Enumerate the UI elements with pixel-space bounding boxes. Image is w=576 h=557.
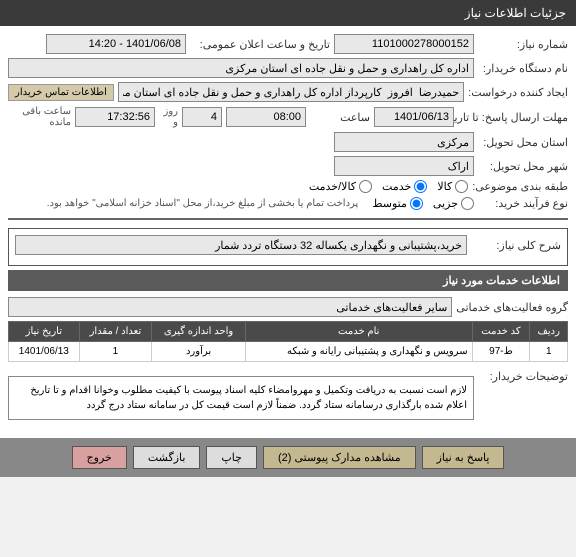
overview-label: شرح کلی نیاز: (471, 239, 561, 252)
exit-button[interactable]: خروج (72, 446, 127, 469)
subject-type-radios: کالا خدمت کالا/خدمت (309, 180, 468, 193)
announce-date-label: تاریخ و ساعت اعلان عمومی: (190, 38, 330, 51)
footer-buttons: پاسخ به نیاز مشاهده مدارک پیوستی (2) چاپ… (0, 438, 576, 477)
city-label: شهر محل تحویل: (478, 160, 568, 173)
province-label: استان محل تحویل: (478, 136, 568, 149)
buyer-org-label: نام دستگاه خریدار: (478, 62, 568, 75)
table-header-row: ردیف کد خدمت نام خدمت واحد اندازه گیری ت… (9, 322, 568, 342)
remaining-label: ساعت باقی مانده (8, 106, 71, 128)
activity-group-input (8, 297, 452, 317)
time-label: ساعت (310, 111, 370, 124)
announce-date-input (46, 34, 186, 54)
services-table: ردیف کد خدمت نام خدمت واحد اندازه گیری ت… (8, 321, 568, 362)
radio-service[interactable]: خدمت (382, 180, 427, 193)
cell-unit: برآورد (152, 342, 246, 362)
th-date: تاریخ نیاز (9, 322, 80, 342)
payment-note: پرداخت تمام یا بخشی از مبلغ خرید،از محل … (47, 198, 359, 209)
days-input (182, 107, 222, 127)
city-input (334, 156, 474, 176)
divider (8, 218, 568, 220)
header-bar: جزئیات اطلاعات نیاز (0, 0, 576, 26)
th-row: ردیف (530, 322, 568, 342)
buyer-org-input (8, 58, 474, 78)
main-form: شماره نیاز: تاریخ و ساعت اعلان عمومی: نا… (0, 26, 576, 438)
attachments-button[interactable]: مشاهده مدارک پیوستی (2) (263, 446, 416, 469)
contact-info-button[interactable]: اطلاعات تماس خریدار (8, 84, 114, 101)
respond-button[interactable]: پاسخ به نیاز (422, 446, 505, 469)
th-qty: تعداد / مقدار (79, 322, 152, 342)
radio-medium[interactable]: متوسط (372, 197, 423, 210)
th-code: کد خدمت (472, 322, 530, 342)
cell-code: ط-97 (472, 342, 530, 362)
print-button[interactable]: چاپ (206, 446, 257, 469)
buyer-notes-label: توضیحات خریدار: (478, 370, 568, 383)
need-number-input (334, 34, 474, 54)
deadline-time-input (226, 107, 306, 127)
radio-small[interactable]: جزیی (433, 197, 474, 210)
subject-type-label: طبقه بندی موضوعی: (472, 180, 568, 193)
deadline-label: مهلت ارسال پاسخ: تا تاریخ: (458, 111, 568, 124)
activity-group-label: گروه فعالیت‌های خدماتی (456, 301, 568, 314)
services-section-title: اطلاعات خدمات مورد نیاز (8, 270, 568, 291)
table-row: 1 ط-97 سرویس و نگهداری و پشتیبانی رایانه… (9, 342, 568, 362)
process-type-radios: جزیی متوسط (372, 197, 474, 210)
cell-name: سرویس و نگهداری و پشتیبانی رایانه و شبکه (245, 342, 472, 362)
radio-goods[interactable]: کالا (437, 180, 468, 193)
header-title: جزئیات اطلاعات نیاز (465, 6, 566, 20)
requester-label: ایجاد کننده درخواست: (468, 86, 568, 99)
th-unit: واحد اندازه گیری (152, 322, 246, 342)
days-label: روز و (159, 106, 178, 128)
buyer-notes-box: لازم است نسبت به دریافت وتکمیل و مهروامض… (8, 376, 474, 420)
cell-date: 1401/06/13 (9, 342, 80, 362)
overview-input (15, 235, 467, 255)
cell-qty: 1 (79, 342, 152, 362)
remaining-time-input (75, 107, 155, 127)
process-type-label: نوع فرآیند خرید: (478, 197, 568, 210)
deadline-date-input (374, 107, 454, 127)
requester-input (118, 82, 464, 102)
cell-num: 1 (530, 342, 568, 362)
province-input (334, 132, 474, 152)
need-number-label: شماره نیاز: (478, 38, 568, 51)
back-button[interactable]: بازگشت (133, 446, 201, 469)
th-name: نام خدمت (245, 322, 472, 342)
radio-goods-service[interactable]: کالا/خدمت (309, 180, 372, 193)
